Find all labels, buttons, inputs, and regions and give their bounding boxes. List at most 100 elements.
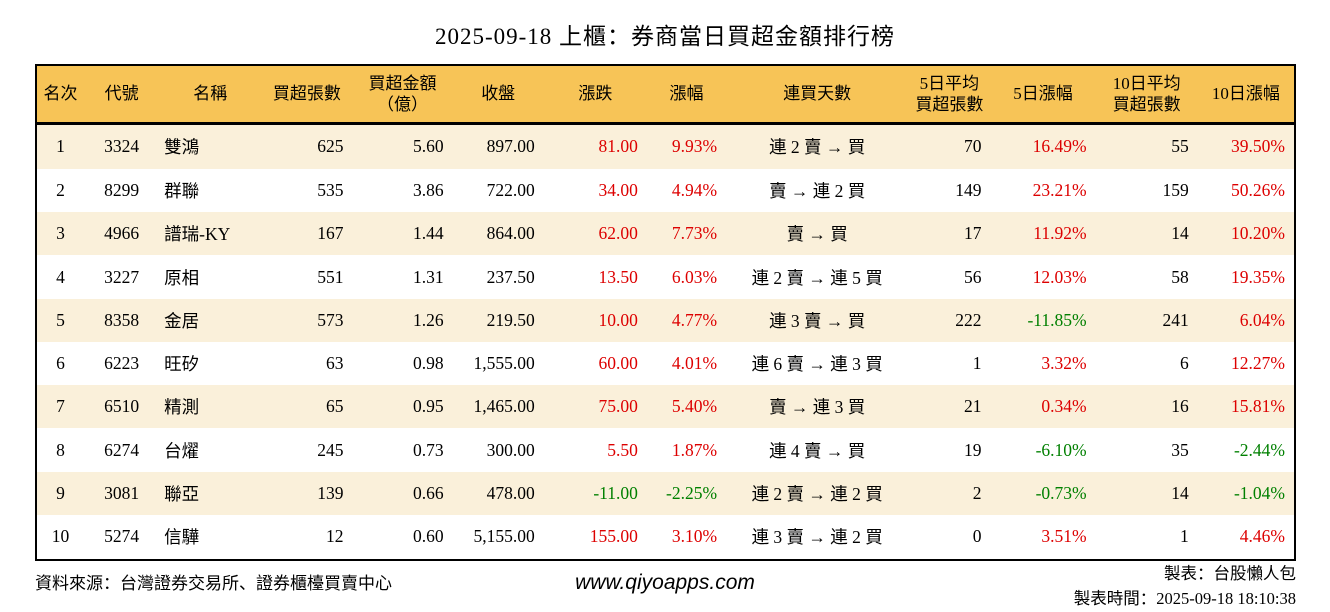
rank-cell: 7 [56,396,65,417]
table-row: 10 5274 信驊 12 0.60 5,155.00 155.00 3.10% 連 3 賣 →… [36,514,1295,560]
change-pct-cell: 4.94% [671,179,718,200]
close-cell: 1,555.00 [473,353,535,374]
5d-pct-cell: -0.73% [1035,482,1087,503]
change-pct-cell: 5.40% [671,396,718,417]
5d-pct-cell: 11.92% [1033,223,1087,244]
buy-volume-cell: 535 [317,179,344,200]
5d-pct-cell: -6.10% [1035,439,1087,460]
avg10-volume-cell: 6 [1180,353,1189,374]
change-cell: 34.00 [598,179,638,200]
5d-pct-cell: 3.32% [1041,353,1087,374]
rank-cell: 10 [51,526,70,547]
change-cell: 75.00 [598,396,638,417]
10d-pct-cell: 12.27% [1231,353,1285,374]
code-cell: 6223 [104,353,140,374]
buy-amount-cell: 0.60 [413,526,444,547]
code-cell: 8358 [104,309,140,330]
avg10-volume-cell: 159 [1162,179,1189,200]
10d-pct-cell: 6.04% [1239,309,1285,330]
code-cell: 8299 [104,179,140,200]
avg5-volume-cell: 56 [963,266,982,287]
10d-pct-cell: -1.04% [1233,482,1285,503]
name-cell: 原相 [164,267,200,288]
close-cell: 478.00 [486,482,535,503]
table-row: 7 6510 精測 65 0.95 1,465.00 75.00 5.40% 賣 → 連 3 買… [36,385,1295,429]
change-pct-cell: 1.87% [671,439,718,460]
rank-cell: 5 [56,309,65,330]
buy-volume-cell: 12 [325,526,344,547]
5d-pct-cell: 16.49% [1032,136,1087,157]
buy-volume-cell: 245 [317,439,344,460]
table-row: 4 3227 原相 551 1.31 237.50 13.50 6.03% 連 2 賣 → 連 … [36,255,1295,299]
avg5-volume-cell: 222 [955,309,982,330]
streak-cell: 連 6 賣 → 連 3 買 [751,354,883,375]
website-link[interactable]: www.qiyoapps.com [575,571,755,594]
code-cell: 6510 [104,396,140,417]
col-header-buy-volume: 買超張數 [261,65,353,125]
name-cell: 金居 [164,310,200,331]
avg10-volume-cell: 14 [1171,482,1189,503]
streak-cell: 連 2 賣 → 買 [769,137,866,158]
table-row: 9 3081 聯亞 139 0.66 478.00 -11.00 -2.25% 連 2 賣 → … [36,471,1295,515]
10d-pct-cell: 10.20% [1231,223,1285,244]
close-cell: 237.50 [486,266,535,287]
change-cell: 155.00 [589,526,638,547]
change-cell: 13.50 [598,266,638,287]
made-time-label: 製表時間：2025-09-18 18:10:38 [1073,588,1296,608]
close-cell: 722.00 [486,179,535,200]
avg10-volume-cell: 58 [1171,266,1189,287]
col-header-change: 漲跌 [543,65,647,125]
rank-cell: 8 [56,439,65,460]
streak-cell: 連 3 賣 → 連 2 買 [751,527,883,548]
table-header-row: 名次 代號 名稱 買超張數 買超金額 （億） 收盤 漲跌 漲幅 連買天數 5日平… [36,65,1295,125]
close-cell: 5,155.00 [473,526,535,547]
close-cell: 864.00 [486,223,535,244]
avg10-volume-cell: 1 [1180,526,1189,547]
col-header-rank: 名次 [36,65,85,125]
change-cell: 62.00 [598,223,638,244]
5d-pct-cell: 23.21% [1032,179,1087,200]
close-cell: 1,465.00 [473,396,535,417]
data-source-note: 資料來源：台灣證券交易所、證券櫃檯買賣中心 [35,574,392,593]
change-pct-cell: 4.01% [671,353,718,374]
rank-cell: 2 [56,179,65,200]
change-pct-cell: 4.77% [671,309,718,330]
col-header-name: 名稱 [159,65,262,125]
change-cell: -11.00 [593,482,638,503]
buy-volume-cell: 65 [325,396,344,417]
5d-pct-cell: 3.51% [1041,526,1087,547]
avg10-volume-cell: 55 [1171,136,1189,157]
buy-amount-cell: 0.98 [413,353,444,374]
streak-cell: 賣 → 連 2 買 [769,180,866,201]
10d-pct-cell: 19.35% [1231,266,1285,287]
code-cell: 6274 [104,439,140,460]
col-header-streak: 連買天數 [726,65,909,125]
avg5-volume-cell: 1 [972,353,982,374]
change-cell: 81.00 [598,136,638,157]
table-row: 1 3324 雙鴻 625 5.60 897.00 81.00 9.93% 連 2 賣 → 買 7… [36,123,1295,169]
col-header-10d-pct: 10日漲幅 [1197,65,1295,125]
change-pct-cell: 7.73% [671,223,718,244]
col-header-avg5-volume: 5日平均 買超張數 [908,65,991,125]
col-header-code: 代號 [84,65,160,125]
close-cell: 300.00 [486,439,535,460]
name-cell: 精測 [164,397,200,418]
avg10-volume-cell: 35 [1171,439,1189,460]
avg5-volume-cell: 17 [963,223,982,244]
rank-cell: 4 [56,266,65,287]
name-cell: 旺矽 [164,354,200,375]
table-row: 3 4966 譜瑞-KY 167 1.44 864.00 62.00 7.73% 賣 → 買 17… [36,212,1295,256]
avg5-volume-cell: 0 [972,526,982,547]
buy-amount-cell: 3.86 [413,179,444,200]
streak-cell: 連 2 賣 → 連 5 買 [751,267,883,288]
avg5-volume-cell: 2 [972,482,982,503]
buy-amount-cell: 0.73 [413,439,444,460]
close-cell: 897.00 [486,136,535,157]
10d-pct-cell: 15.81% [1231,396,1285,417]
buy-amount-cell: 5.60 [413,136,444,157]
rank-cell: 6 [56,353,65,374]
10d-pct-cell: -2.44% [1233,439,1285,460]
table-row: 5 8358 金居 573 1.26 219.50 10.00 4.77% 連 3 賣 → 買 2… [36,298,1295,342]
avg5-volume-cell: 70 [963,136,982,157]
